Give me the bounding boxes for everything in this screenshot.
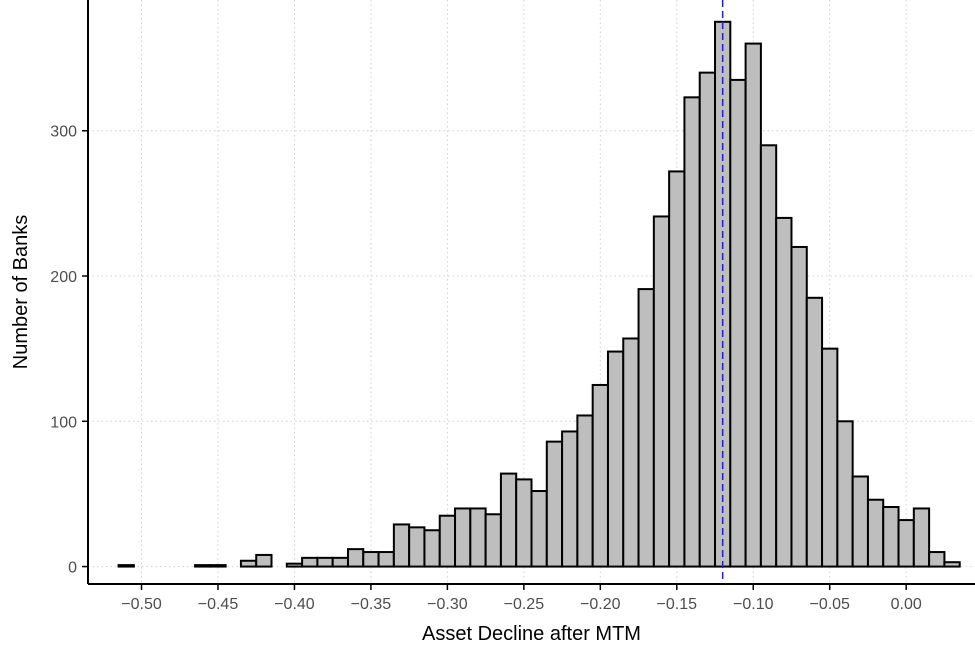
histogram-bar [561, 430, 579, 568]
histogram-bar [897, 519, 915, 568]
y-tick-label: 200 [50, 269, 77, 286]
histogram-bar [836, 420, 854, 568]
histogram-bar [331, 556, 349, 568]
histogram-bar [392, 523, 411, 568]
histogram-bar [775, 216, 793, 568]
y-tick-label: 0 [68, 560, 77, 577]
histogram-bar [744, 42, 762, 568]
histogram-bar [622, 337, 640, 568]
histogram-bar [729, 78, 747, 568]
histogram-bar [301, 556, 319, 568]
histogram-bar [530, 490, 548, 568]
histogram-bar [821, 347, 839, 568]
histogram-bar [882, 506, 900, 568]
histogram-bar [499, 472, 518, 568]
histogram-bar [790, 245, 808, 568]
histogram-bar [576, 414, 594, 568]
histogram-bar [591, 383, 609, 568]
histogram-bars [117, 20, 961, 568]
histogram-bar [759, 144, 778, 568]
histogram-bar [377, 551, 395, 568]
histogram-bar [209, 564, 227, 568]
histogram-bar [515, 478, 533, 568]
histogram-bar [423, 529, 441, 568]
histogram-bar [469, 507, 487, 568]
histogram-bar [117, 564, 135, 568]
histogram-bar [194, 564, 212, 568]
histogram-bar [928, 551, 946, 568]
histogram-bar [851, 475, 869, 568]
x-tick-label: −0.40 [274, 596, 315, 613]
x-tick-label: −0.10 [733, 596, 774, 613]
y-tick-label: 300 [50, 124, 77, 141]
histogram-bar [484, 513, 502, 568]
histogram-bar [606, 350, 625, 568]
histogram-bar [866, 498, 885, 568]
histogram-bar [346, 548, 365, 568]
x-tick-label: 0.00 [891, 596, 922, 613]
histogram-bar [652, 215, 671, 568]
y-tick-label: 100 [50, 414, 77, 431]
histogram-bar [683, 96, 701, 568]
histogram-bar [285, 562, 304, 568]
histogram-bar [805, 296, 824, 568]
histogram-bar [943, 561, 961, 568]
histogram-bar [362, 551, 380, 568]
x-tick-label: −0.45 [198, 596, 239, 613]
histogram-bar [239, 559, 258, 568]
axes [87, 0, 975, 585]
tick-labels: −0.50 −0.45 −0.40 −0.35 −0.30 −0.25 −0.20 −0.15… [50, 124, 922, 613]
x-tick-label: −0.30 [427, 596, 468, 613]
x-tick-label: −0.50 [121, 596, 162, 613]
histogram-bar [698, 71, 717, 568]
y-axis-title: Number of Banks [10, 215, 32, 370]
x-axis-title: Asset Decline after MTM [422, 623, 641, 645]
histogram-bar [408, 526, 426, 568]
histogram-bar [912, 507, 931, 568]
x-tick-label: −0.20 [580, 596, 621, 613]
histogram-bar [454, 507, 472, 568]
histogram-bar [438, 514, 457, 568]
histogram-bar [545, 440, 564, 568]
x-tick-label: −0.35 [351, 596, 392, 613]
x-tick-label: −0.05 [809, 596, 850, 613]
histogram-bar [668, 170, 686, 568]
x-tick-label: −0.25 [504, 596, 545, 613]
histogram-bar [316, 556, 334, 568]
histogram-bar [255, 553, 273, 568]
histogram-bar [637, 288, 655, 568]
x-tick-label: −0.15 [657, 596, 698, 613]
